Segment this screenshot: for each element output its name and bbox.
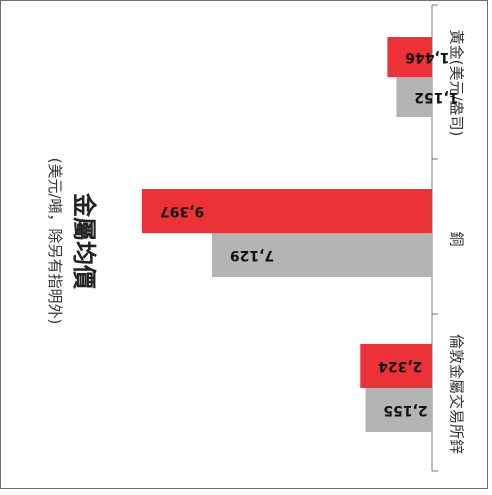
category-label: 黃金(美元/盎司)	[448, 30, 466, 137]
bar-value-label: 1,446	[405, 49, 449, 65]
bar-value-label: 2,324	[378, 358, 423, 374]
bar-value-label: 9,397	[160, 203, 204, 219]
bar-red	[360, 344, 432, 388]
category-label: 銅	[448, 231, 466, 246]
bar-red	[142, 189, 432, 233]
bar-value-label: 1,152	[414, 89, 458, 105]
bar-gray	[365, 388, 432, 432]
category-label: 倫敦金屬交易所鋅	[448, 334, 466, 454]
bar-value-label: 7,129	[230, 247, 274, 263]
chart-frame: 金屬均價 (美元/噸，除另有指明外) 黃金(美元/盎司) 銅倫敦金屬交易所鋅 1,4…	[0, 0, 488, 489]
bar-gray	[211, 233, 432, 277]
bar-red	[387, 37, 432, 77]
bar-value-label: 2,155	[383, 402, 427, 418]
bar-gray	[396, 77, 432, 117]
